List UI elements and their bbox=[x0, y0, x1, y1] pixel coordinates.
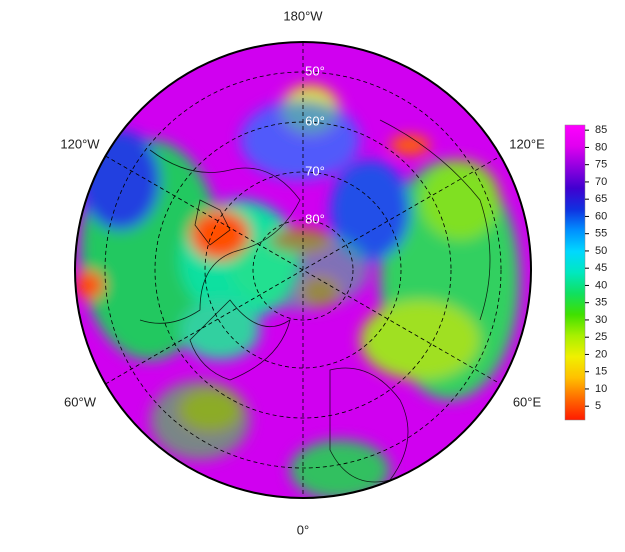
colorbar-tick-label: 5 bbox=[595, 400, 601, 412]
colorbar-tick-label: 45 bbox=[595, 262, 607, 274]
colorbar-tick-label: 55 bbox=[595, 228, 607, 240]
colorbar-tick-label: 25 bbox=[595, 331, 607, 343]
map-border bbox=[74, 41, 532, 499]
longitude-label: 60°E bbox=[513, 394, 542, 409]
colorbar-tick-label: 15 bbox=[595, 366, 607, 378]
latitude-label: 60° bbox=[305, 113, 325, 128]
latitude-label: 70° bbox=[305, 163, 325, 178]
colorbar-scale bbox=[564, 124, 586, 421]
colorbar-tick-label: 40 bbox=[595, 279, 607, 291]
colorbar: 5 10 15 20 25 30 35 40 45 50 55 60 65 70 75 80 85 bbox=[564, 124, 607, 421]
colorbar-tick-label: 50 bbox=[595, 245, 607, 257]
latitude-label: 80° bbox=[305, 211, 325, 226]
colorbar-tick-label: 80 bbox=[595, 141, 607, 153]
longitude-label: 60°W bbox=[64, 394, 97, 409]
colorbar-tick-label: 85 bbox=[595, 124, 607, 136]
colorbar-tick-label: 60 bbox=[595, 210, 607, 222]
colorbar-tick-label: 20 bbox=[595, 348, 607, 360]
colorbar-tick-label: 70 bbox=[595, 176, 607, 188]
colorbar-tick-label: 75 bbox=[595, 159, 607, 171]
colorbar-tick-label: 30 bbox=[595, 314, 607, 326]
latitude-label: 50° bbox=[305, 63, 325, 78]
longitude-label: 180°W bbox=[283, 8, 323, 23]
longitude-label: 0° bbox=[297, 522, 309, 537]
colorbar-tick-label: 35 bbox=[595, 297, 607, 309]
colorbar-tick-label: 10 bbox=[595, 383, 607, 395]
longitude-label: 120°E bbox=[509, 136, 545, 151]
colorbar-tick-label: 65 bbox=[595, 193, 607, 205]
longitude-label: 120°W bbox=[60, 136, 100, 151]
graticule bbox=[104, 42, 502, 498]
